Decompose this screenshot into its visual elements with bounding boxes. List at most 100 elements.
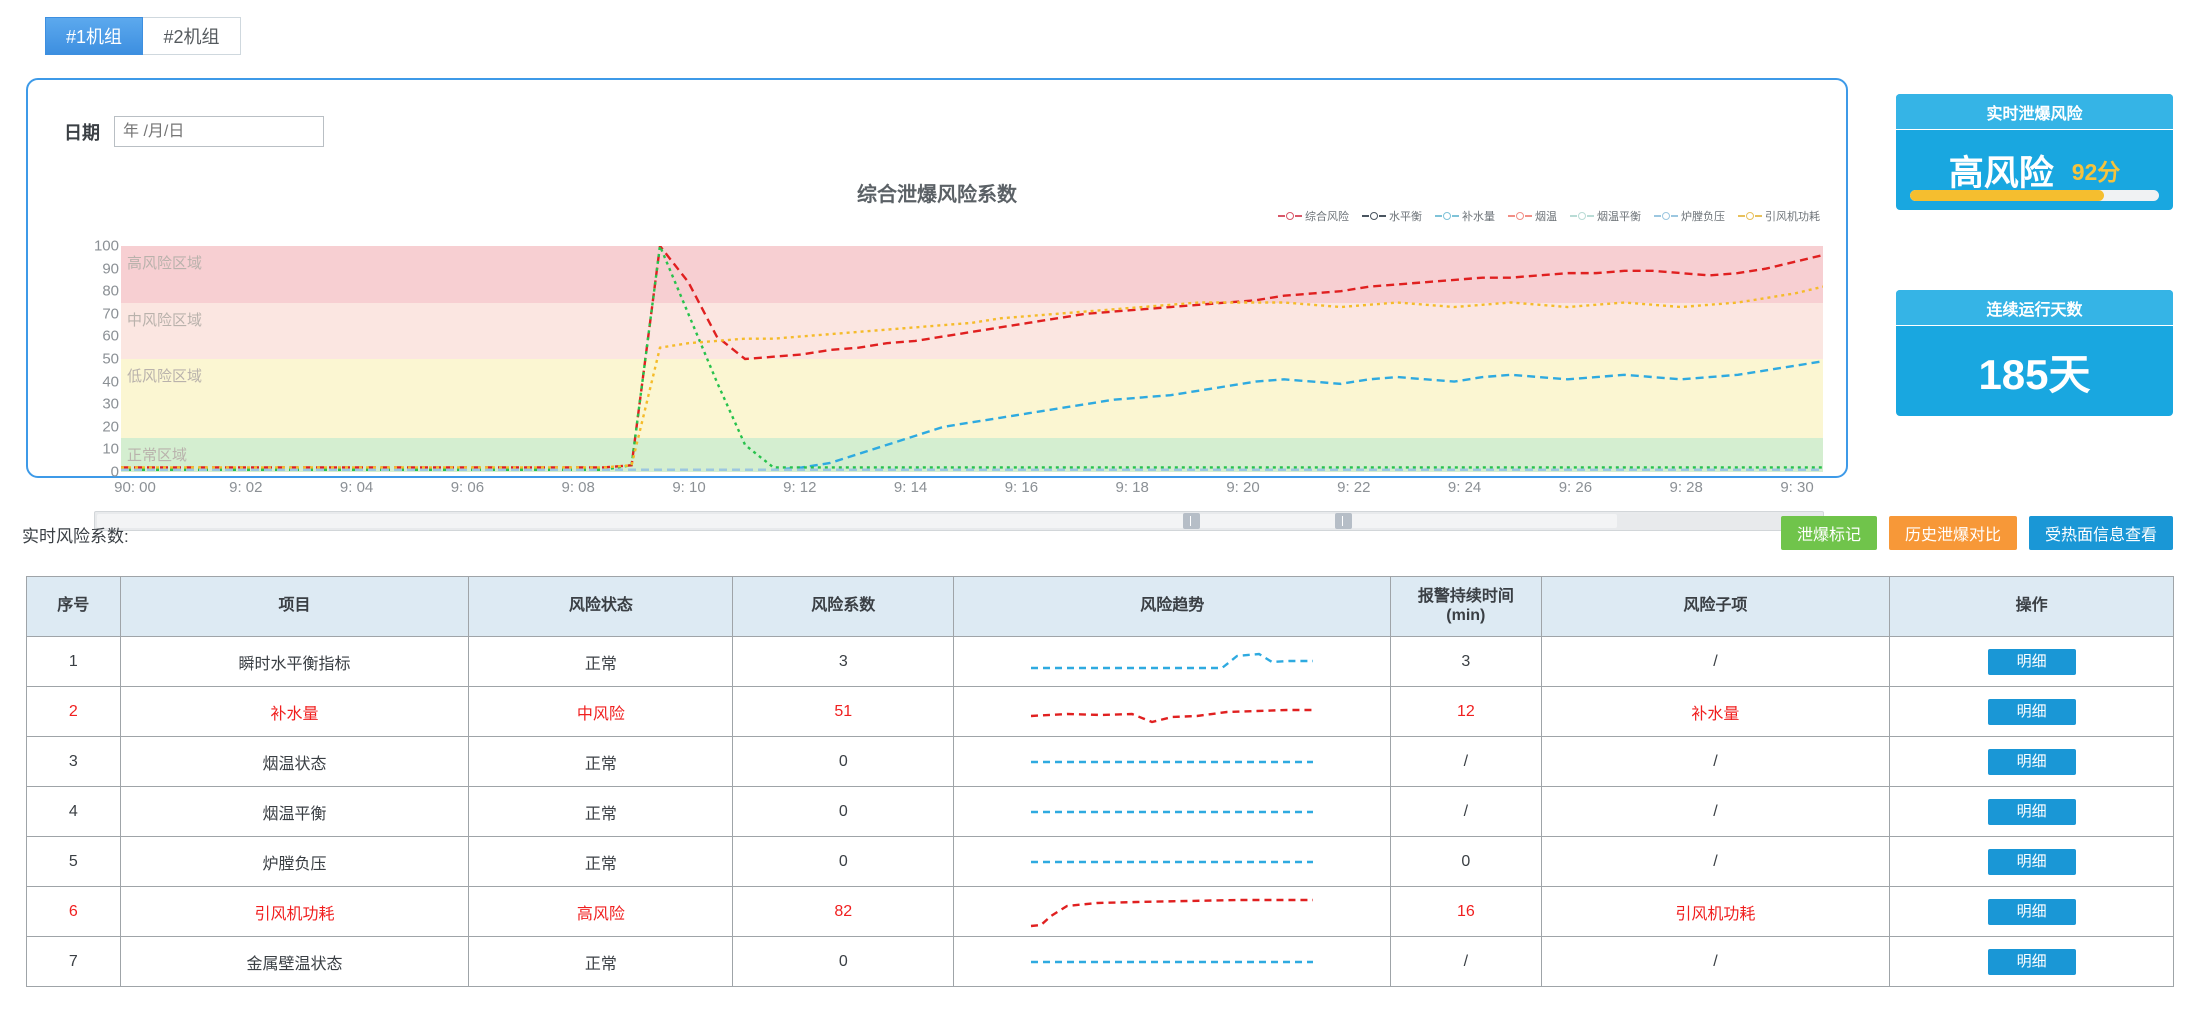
cell-item: 金属壁温状态 bbox=[119, 936, 470, 987]
cell-no: 3 bbox=[26, 736, 121, 787]
cell-subitem: / bbox=[1540, 736, 1891, 787]
detail-button[interactable]: 明细 bbox=[1987, 848, 2076, 875]
y-tick-60: 60 bbox=[102, 327, 119, 345]
cell-duration: 0 bbox=[1390, 836, 1542, 887]
detail-button[interactable]: 明细 bbox=[1987, 898, 2076, 925]
chart-plot-area: 高风险区域 中风险区域 低风险区域 正常区域 bbox=[121, 246, 1823, 472]
date-input[interactable] bbox=[114, 116, 324, 147]
legend-item-5[interactable]: 烟温平衡 bbox=[1570, 208, 1641, 224]
series-line bbox=[121, 246, 1823, 471]
legend-marker-icon bbox=[1654, 211, 1678, 221]
trend-sparkline bbox=[1031, 760, 1314, 763]
legend-item-7[interactable]: 引风机功耗 bbox=[1738, 208, 1820, 224]
detail-button[interactable]: 明细 bbox=[1987, 648, 2076, 675]
x-tick-15: 9: 30 bbox=[1780, 479, 1814, 496]
cell-no: 7 bbox=[26, 936, 121, 987]
table-column-header-2: 项目 bbox=[119, 576, 470, 637]
cell-item: 炉膛负压 bbox=[119, 836, 470, 887]
date-label: 日期 bbox=[64, 122, 100, 143]
legend-item-2[interactable]: 水平衡 bbox=[1362, 208, 1422, 224]
cell-trend bbox=[953, 936, 1392, 987]
cell-action: 明细 bbox=[1889, 686, 2174, 737]
table-row: 5 炉膛负压 正常 0 0/明细 bbox=[26, 836, 2174, 887]
trend-sparkline bbox=[1031, 960, 1314, 963]
cell-coefficient: 0 bbox=[732, 786, 955, 837]
cell-item: 瞬时水平衡指标 bbox=[119, 636, 470, 687]
legend-item-1[interactable]: 综合风险 bbox=[1278, 208, 1349, 224]
cell-trend bbox=[953, 636, 1392, 687]
tab-unit-2[interactable]: #2机组 bbox=[143, 17, 241, 55]
table-column-header-1: 序号 bbox=[26, 576, 121, 637]
cell-item: 引风机功耗 bbox=[119, 886, 470, 937]
x-tick-6: 9: 12 bbox=[783, 479, 817, 496]
continuous-days-value: 185天 bbox=[1978, 350, 2091, 398]
x-tick-0: 90: 00 bbox=[114, 479, 156, 496]
chart-horizontal-scrollbar[interactable] bbox=[94, 511, 1824, 531]
scrollbar-thumb[interactable] bbox=[97, 514, 1617, 528]
y-tick-50: 50 bbox=[102, 350, 119, 368]
tab-unit-1[interactable]: #1机组 bbox=[45, 17, 143, 55]
cell-no: 1 bbox=[26, 636, 121, 687]
history-comparison-button[interactable]: 历史泄爆对比 bbox=[1888, 516, 2017, 550]
table-body: 1 瞬时水平衡指标 正常 3 3/明细 2 补水量 中风险 51 12 补水量 明细 3 烟温状态 正常 0/… bbox=[26, 636, 2174, 987]
mark-explosion-button[interactable]: 泄爆标记 bbox=[1780, 516, 1877, 550]
detail-button[interactable]: 明细 bbox=[1987, 748, 2076, 775]
scrollbar-handle-right[interactable] bbox=[1335, 513, 1352, 529]
x-tick-13: 9: 26 bbox=[1558, 479, 1593, 496]
cell-trend bbox=[953, 786, 1392, 837]
table-column-header-3: 风险状态 bbox=[468, 576, 734, 637]
cell-coefficient: 0 bbox=[732, 936, 955, 987]
continuous-days-card: 连续运行天数 185天 bbox=[1896, 290, 2173, 416]
action-button-group: 泄爆标记 历史泄爆对比 受热面信息查看 bbox=[1780, 516, 2173, 550]
legend-item-label: 引风机功耗 bbox=[1765, 211, 1820, 223]
cell-subitem: 引风机功耗 bbox=[1540, 886, 1891, 937]
legend-item-label: 炉膛负压 bbox=[1681, 211, 1725, 223]
detail-button[interactable]: 明细 bbox=[1987, 948, 2076, 975]
legend-marker-icon bbox=[1570, 211, 1594, 221]
cell-duration: 16 bbox=[1390, 886, 1542, 937]
detail-button[interactable]: 明细 bbox=[1987, 798, 2076, 825]
x-tick-11: 9: 22 bbox=[1337, 479, 1371, 496]
risk-band-label: 中风险区域 bbox=[127, 311, 203, 329]
cell-coefficient: 0 bbox=[732, 836, 955, 887]
risk-chart-card: 日期 综合泄爆风险系数 综合风险 水平衡 补水量 烟温 烟温平衡 炉膛负压 引风机功耗 0 1… bbox=[26, 78, 1848, 531]
cell-action: 明细 bbox=[1889, 636, 2174, 687]
cell-action: 明细 bbox=[1889, 886, 2174, 937]
detail-button[interactable]: 明细 bbox=[1987, 698, 2076, 725]
cell-duration: / bbox=[1390, 786, 1542, 837]
y-tick-20: 20 bbox=[102, 418, 119, 436]
table-column-header-4: 风险系数 bbox=[732, 576, 955, 637]
cell-status: 正常 bbox=[468, 636, 734, 687]
legend-marker-icon bbox=[1508, 211, 1532, 221]
cell-duration: / bbox=[1390, 936, 1542, 987]
legend-marker-icon bbox=[1435, 211, 1459, 221]
x-tick-12: 9: 24 bbox=[1447, 479, 1482, 496]
risk-table-wrapper: 序号 项目 风险状态 风险系数 风险趋势 报警持续时间 (min) 风险子项 操作 1 瞬时水平衡… bbox=[26, 576, 2174, 987]
risk-level-value: 高风险 bbox=[1948, 153, 2054, 193]
table-row: 3 烟温状态 正常 0 // 明细 bbox=[26, 736, 2174, 787]
trend-sparkline bbox=[1031, 898, 1314, 927]
legend-item-label: 烟温平衡 bbox=[1597, 211, 1641, 223]
unit-tabbar: #1机组 #2机组 bbox=[45, 17, 241, 55]
heating-surface-info-button[interactable]: 受热面信息查看 bbox=[2028, 516, 2173, 550]
cell-no: 2 bbox=[26, 686, 121, 737]
risk-band-label: 高风险区域 bbox=[127, 255, 203, 272]
scrollbar-handle-left[interactable] bbox=[1183, 513, 1200, 529]
legend-item-3[interactable]: 补水量 bbox=[1435, 208, 1495, 224]
cell-subitem: 补水量 bbox=[1540, 686, 1891, 737]
cell-subitem: / bbox=[1540, 786, 1891, 837]
x-tick-4: 9: 08 bbox=[561, 479, 595, 496]
series-line bbox=[121, 360, 1823, 471]
y-tick-0: 0 bbox=[110, 463, 119, 481]
legend-item-6[interactable]: 炉膛负压 bbox=[1654, 208, 1725, 224]
chart-x-axis: 90: 00 9: 02 9: 04 9: 06 9: 08 9: 10 9: 12 9: 1… bbox=[114, 479, 1823, 503]
table-column-header-8: 操作 bbox=[1889, 576, 2174, 637]
cell-coefficient: 51 bbox=[732, 686, 955, 737]
realtime-coefficient-label: 实时风险系数: bbox=[22, 527, 129, 546]
legend-item-label: 综合风险 bbox=[1305, 211, 1349, 223]
table-column-header-5: 风险趋势 bbox=[953, 576, 1392, 637]
legend-item-4[interactable]: 烟温 bbox=[1508, 208, 1557, 224]
table-column-header-6: 报警持续时间 (min) bbox=[1390, 576, 1542, 637]
cell-no: 4 bbox=[26, 786, 121, 837]
cell-action: 明细 bbox=[1889, 936, 2174, 987]
